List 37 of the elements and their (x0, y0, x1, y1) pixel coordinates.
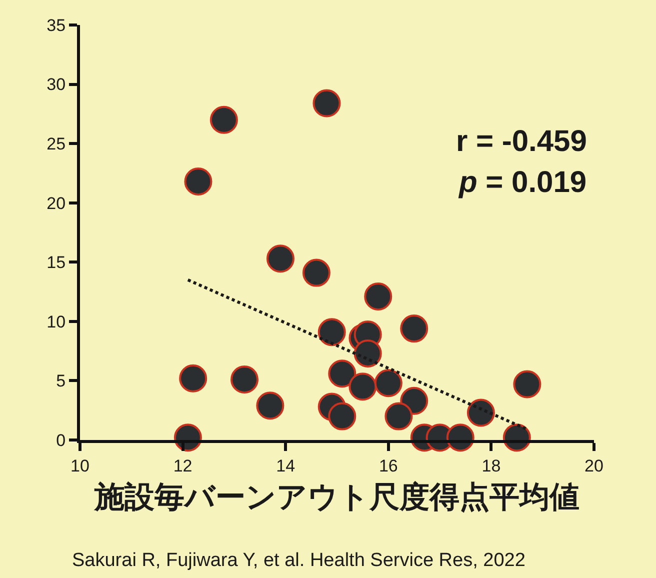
point (302, 258, 330, 287)
point (348, 372, 377, 401)
point (184, 168, 212, 196)
point (466, 398, 495, 427)
y-tick-label: 35 (46, 16, 66, 35)
y-tick-label: 15 (46, 253, 66, 272)
x-tick-label: 10 (70, 456, 90, 476)
point (312, 89, 341, 118)
y-tick-label: 25 (46, 134, 66, 154)
y-tick-label: 30 (46, 75, 66, 94)
text: Sakurai R, Fujiwara Y, et al. Health Service Res, 2022 (72, 550, 526, 571)
point (374, 369, 402, 398)
point (210, 106, 238, 134)
point (256, 392, 284, 420)
point (230, 366, 258, 394)
y-tick-label: 5 (56, 372, 66, 391)
point (384, 402, 413, 430)
y-tick-label: 0 (56, 430, 66, 450)
point (400, 314, 428, 343)
point (513, 370, 542, 398)
x-tick-label: 12 (173, 456, 192, 476)
y-tick-label: 20 (46, 194, 66, 213)
x-tick-label: 18 (482, 456, 501, 476)
point (364, 282, 392, 311)
point (354, 339, 382, 368)
x-tick-label: 16 (378, 456, 398, 476)
x-tick-label: 20 (584, 456, 604, 476)
point (328, 360, 356, 388)
annotation: p = 0.019 (458, 166, 587, 199)
point (179, 364, 208, 392)
point (318, 318, 346, 346)
point (328, 402, 356, 430)
y-tick-label: 10 (46, 312, 66, 332)
annotation: r = -0.459 (456, 125, 587, 158)
x-tick-label: 14 (276, 456, 296, 476)
x-axis-title: 施設毎バーンアウト尺度得点平均値 (94, 480, 580, 515)
point (266, 244, 294, 273)
